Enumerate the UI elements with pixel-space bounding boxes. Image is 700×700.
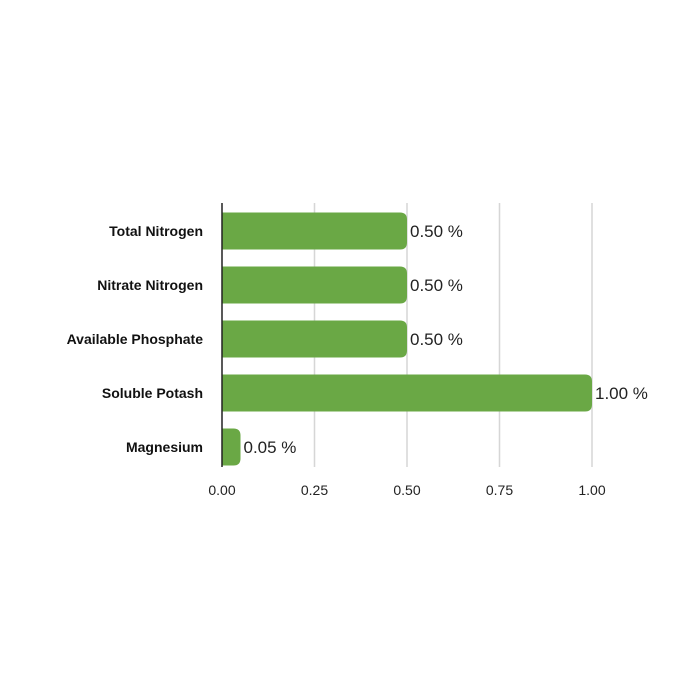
data-label: 0.50 % <box>410 330 463 349</box>
bar <box>222 320 407 358</box>
data-label: 0.50 % <box>410 276 463 295</box>
x-tick-label: 0.25 <box>301 482 328 498</box>
x-tick-label: 0.75 <box>486 482 513 498</box>
category-label: Soluble Potash <box>102 385 203 401</box>
data-label: 0.05 % <box>244 438 297 457</box>
data-label: 0.50 % <box>410 222 463 241</box>
x-tick-label: 0.50 <box>393 482 420 498</box>
data-label: 1.00 % <box>595 384 648 403</box>
bar <box>222 212 407 250</box>
bar <box>222 374 592 412</box>
x-tick-label: 1.00 <box>578 482 605 498</box>
category-label: Total Nitrogen <box>109 223 203 239</box>
bar <box>222 266 407 304</box>
category-label: Available Phosphate <box>67 331 204 347</box>
category-label: Nitrate Nitrogen <box>97 277 203 293</box>
bar <box>222 428 241 466</box>
category-label: Magnesium <box>126 439 203 455</box>
x-tick-label: 0.00 <box>208 482 235 498</box>
